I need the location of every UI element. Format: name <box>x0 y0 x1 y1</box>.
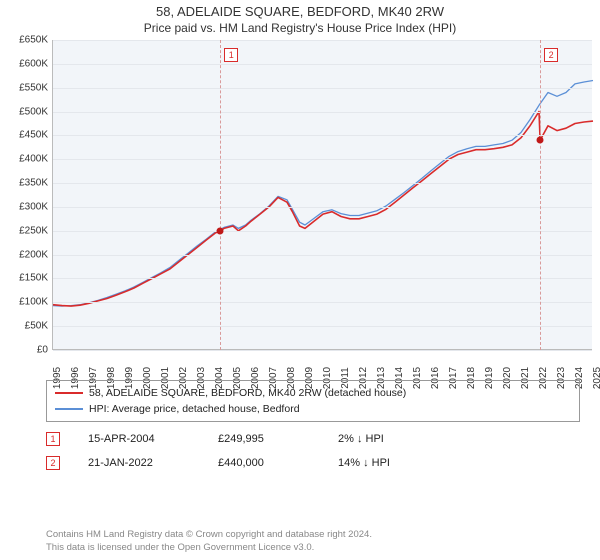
legend-row: 58, ADELAIDE SQUARE, BEDFORD, MK40 2RW (… <box>55 385 571 401</box>
y-gridline <box>53 326 592 327</box>
y-axis-label: £150K <box>19 273 48 284</box>
legend-label: HPI: Average price, detached house, Bedf… <box>89 403 300 415</box>
y-gridline <box>53 350 592 351</box>
y-axis-label: £600K <box>19 58 48 69</box>
y-gridline <box>53 231 592 232</box>
y-gridline <box>53 40 592 41</box>
sale-vs-hpi: 2% ↓ HPI <box>338 433 438 445</box>
y-gridline <box>53 302 592 303</box>
y-axis-label: £550K <box>19 82 48 93</box>
legend-and-sales: 58, ADELAIDE SQUARE, BEDFORD, MK40 2RW (… <box>46 380 580 470</box>
sale-row-marker: 1 <box>46 432 60 446</box>
x-axis-label: 2025 <box>592 367 600 389</box>
y-gridline <box>53 278 592 279</box>
y-axis-label: £500K <box>19 106 48 117</box>
sale-date: 21-JAN-2022 <box>88 457 218 469</box>
y-gridline <box>53 255 592 256</box>
sale-marker-line <box>540 40 541 350</box>
y-gridline <box>53 207 592 208</box>
legend-swatch <box>55 392 83 394</box>
y-axis-label: £350K <box>19 178 48 189</box>
y-axis-label: £250K <box>19 225 48 236</box>
sale-vs-hpi: 14% ↓ HPI <box>338 457 438 469</box>
chart-title-address: 58, ADELAIDE SQUARE, BEDFORD, MK40 2RW <box>0 4 600 19</box>
y-gridline <box>53 88 592 89</box>
sale-row-marker: 2 <box>46 456 60 470</box>
footer-line-2: This data is licensed under the Open Gov… <box>46 542 372 554</box>
sale-price: £440,000 <box>218 457 338 469</box>
y-axis-label: £650K <box>19 35 48 46</box>
y-axis-label: £100K <box>19 297 48 308</box>
sale-price: £249,995 <box>218 433 338 445</box>
y-gridline <box>53 183 592 184</box>
legend-swatch <box>55 408 83 410</box>
sale-row: 2 21-JAN-2022£440,00014% ↓ HPI <box>46 456 580 470</box>
legend-frame: 58, ADELAIDE SQUARE, BEDFORD, MK40 2RW (… <box>46 380 580 422</box>
chart-area: 12 £0£50K£100K£150K£200K£250K£300K£350K£… <box>6 40 594 370</box>
chart-subtitle: Price paid vs. HM Land Registry's House … <box>0 21 600 35</box>
y-axis-label: £400K <box>19 154 48 165</box>
sale-date: 15-APR-2004 <box>88 433 218 445</box>
y-gridline <box>53 135 592 136</box>
series-line <box>53 81 593 307</box>
y-axis-label: £200K <box>19 249 48 260</box>
sale-marker-dot <box>537 137 544 144</box>
sale-row: 1 15-APR-2004£249,9952% ↓ HPI <box>46 432 580 446</box>
footer-line-1: Contains HM Land Registry data © Crown c… <box>46 529 372 541</box>
footer-attribution: Contains HM Land Registry data © Crown c… <box>46 529 372 554</box>
y-gridline <box>53 112 592 113</box>
y-gridline <box>53 64 592 65</box>
series-lines <box>53 40 593 350</box>
sale-marker-dot <box>217 227 224 234</box>
y-axis-label: £0 <box>37 345 48 356</box>
sale-marker-box: 2 <box>544 48 558 62</box>
sale-marker-line <box>220 40 221 350</box>
y-axis-label: £450K <box>19 130 48 141</box>
plot-region: 12 <box>52 40 592 350</box>
y-axis-label: £50K <box>25 321 48 332</box>
legend-row: HPI: Average price, detached house, Bedf… <box>55 401 571 417</box>
legend-label: 58, ADELAIDE SQUARE, BEDFORD, MK40 2RW (… <box>89 387 406 399</box>
y-gridline <box>53 159 592 160</box>
sale-marker-box: 1 <box>224 48 238 62</box>
y-axis-label: £300K <box>19 201 48 212</box>
